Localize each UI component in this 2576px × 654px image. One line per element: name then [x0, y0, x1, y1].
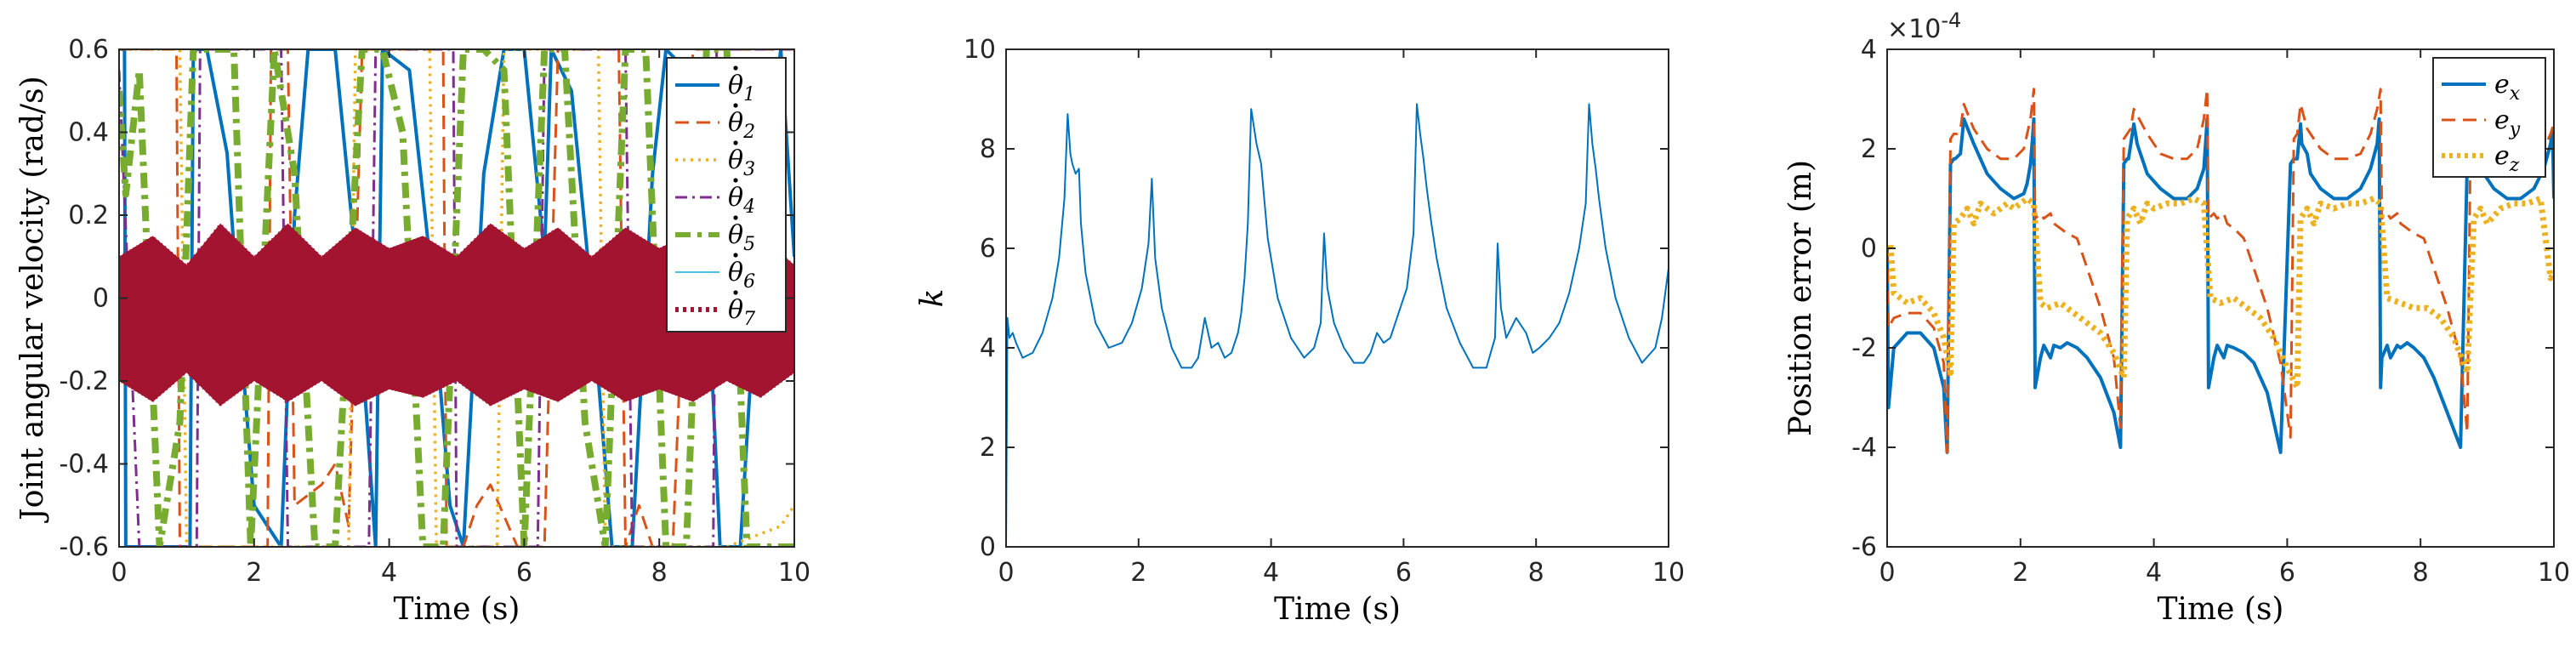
x-tick-label: 8 [1528, 558, 1544, 588]
series-1-line [1887, 117, 2554, 454]
y-tick-label: -0.6 [59, 532, 109, 562]
legend-dot [733, 178, 738, 183]
y-tick-label: 0.2 [68, 201, 109, 230]
y-tick-label: -0.4 [59, 450, 109, 480]
y-axis-label: Position error (m) [1783, 160, 1818, 436]
joint-velocity-plot: 0 2 4 6 8 10 -0.6 -0.4 -0.2 0 0.2 0.4 0.6 Time (s) Joi… [15, 35, 810, 627]
y-axis-label: Joint angular velocity (rad/s) [15, 76, 50, 523]
x-tick-label: 4 [1263, 558, 1279, 588]
x-tick-label: 0 [111, 558, 127, 588]
series-group [1887, 88, 2554, 454]
y-tick-label: -2 [1851, 333, 1877, 363]
x-tick-label: 10 [1652, 558, 1685, 588]
y-axis-label: k [915, 289, 950, 308]
legend-entry: ez [2494, 141, 2520, 176]
legend-dot [733, 253, 738, 258]
x-tick-label: 2 [246, 558, 262, 588]
legend-entry: ey [2494, 105, 2521, 140]
series-3-line [1887, 196, 2554, 391]
axes-box [1886, 48, 2555, 548]
x-axis-label: Time (s) [1274, 592, 1401, 627]
y-tick-label: 2 [980, 433, 996, 463]
legend-entry: θ2 [728, 108, 755, 143]
legend-dot [733, 140, 738, 145]
legend-entry: θ5 [728, 220, 755, 255]
x-tick-label: 0 [998, 558, 1014, 588]
plot-area [1006, 49, 1669, 547]
legend-dot [733, 290, 738, 295]
axes-box [1005, 48, 1669, 548]
series-1-line [1006, 103, 1669, 547]
legend-box [2432, 57, 2546, 178]
x-tick-label: 10 [778, 558, 810, 588]
y-tick-label: -4 [1851, 433, 1877, 463]
y-tick-label: 0 [980, 532, 996, 562]
legend-dot [733, 215, 738, 220]
x-tick-label: 2 [2012, 558, 2028, 588]
y-tick-label: 0.4 [68, 118, 109, 148]
x-tick-label: 4 [2146, 558, 2162, 588]
legend-entry: θ7 [728, 295, 755, 330]
x-axis-label: Time (s) [2158, 592, 2284, 627]
legend-box [666, 57, 787, 333]
y-tick-label: 0.6 [68, 35, 109, 65]
x-tick-label: 4 [381, 558, 397, 588]
x-axis-label: Time (s) [394, 592, 520, 627]
k-plot: 0 2 4 6 8 10 0 2 4 6 8 10 Time (s) k [915, 35, 1685, 627]
y-tick-label: -0.2 [59, 367, 109, 396]
series-2-line [1887, 88, 2554, 454]
x-tick-label: 8 [2413, 558, 2429, 588]
legend-entry: θ3 [728, 145, 755, 180]
legend-entry: ex [2494, 70, 2521, 105]
y-tick-label: 2 [1861, 134, 1877, 164]
series-group [1006, 103, 1669, 547]
x-tick-label: 10 [2538, 558, 2570, 588]
x-tick-label: 6 [2279, 558, 2295, 588]
x-tick-label: 2 [1130, 558, 1146, 588]
legend-entry: θ1 [728, 71, 755, 105]
x-tick-label: 6 [516, 558, 532, 588]
y-tick-label: 0 [1861, 234, 1877, 264]
y-tick-label: -6 [1851, 532, 1877, 562]
legend-entry: θ6 [728, 258, 755, 293]
legend-dot [733, 65, 738, 71]
legend-dot [733, 103, 738, 108]
y-tick-label: 6 [980, 234, 996, 264]
x-tick-label: 8 [651, 558, 668, 588]
y-exponent-label: ×10-4 [1887, 9, 1961, 44]
y-tick-label: 4 [1861, 35, 1877, 65]
x-tick-label: 6 [1396, 558, 1412, 588]
legend-entry: θ4 [728, 183, 755, 218]
position-error-plot: 0 2 4 6 8 10 -6 -4 -2 0 2 4 Time (s) Position error (… [1783, 9, 2570, 627]
y-tick-label: 0 [93, 284, 109, 314]
series-group [119, 49, 794, 547]
y-tick-label: 4 [980, 333, 996, 363]
y-tick-label: 8 [980, 134, 996, 164]
y-tick-label: 10 [964, 35, 996, 65]
x-tick-label: 0 [1879, 558, 1895, 588]
